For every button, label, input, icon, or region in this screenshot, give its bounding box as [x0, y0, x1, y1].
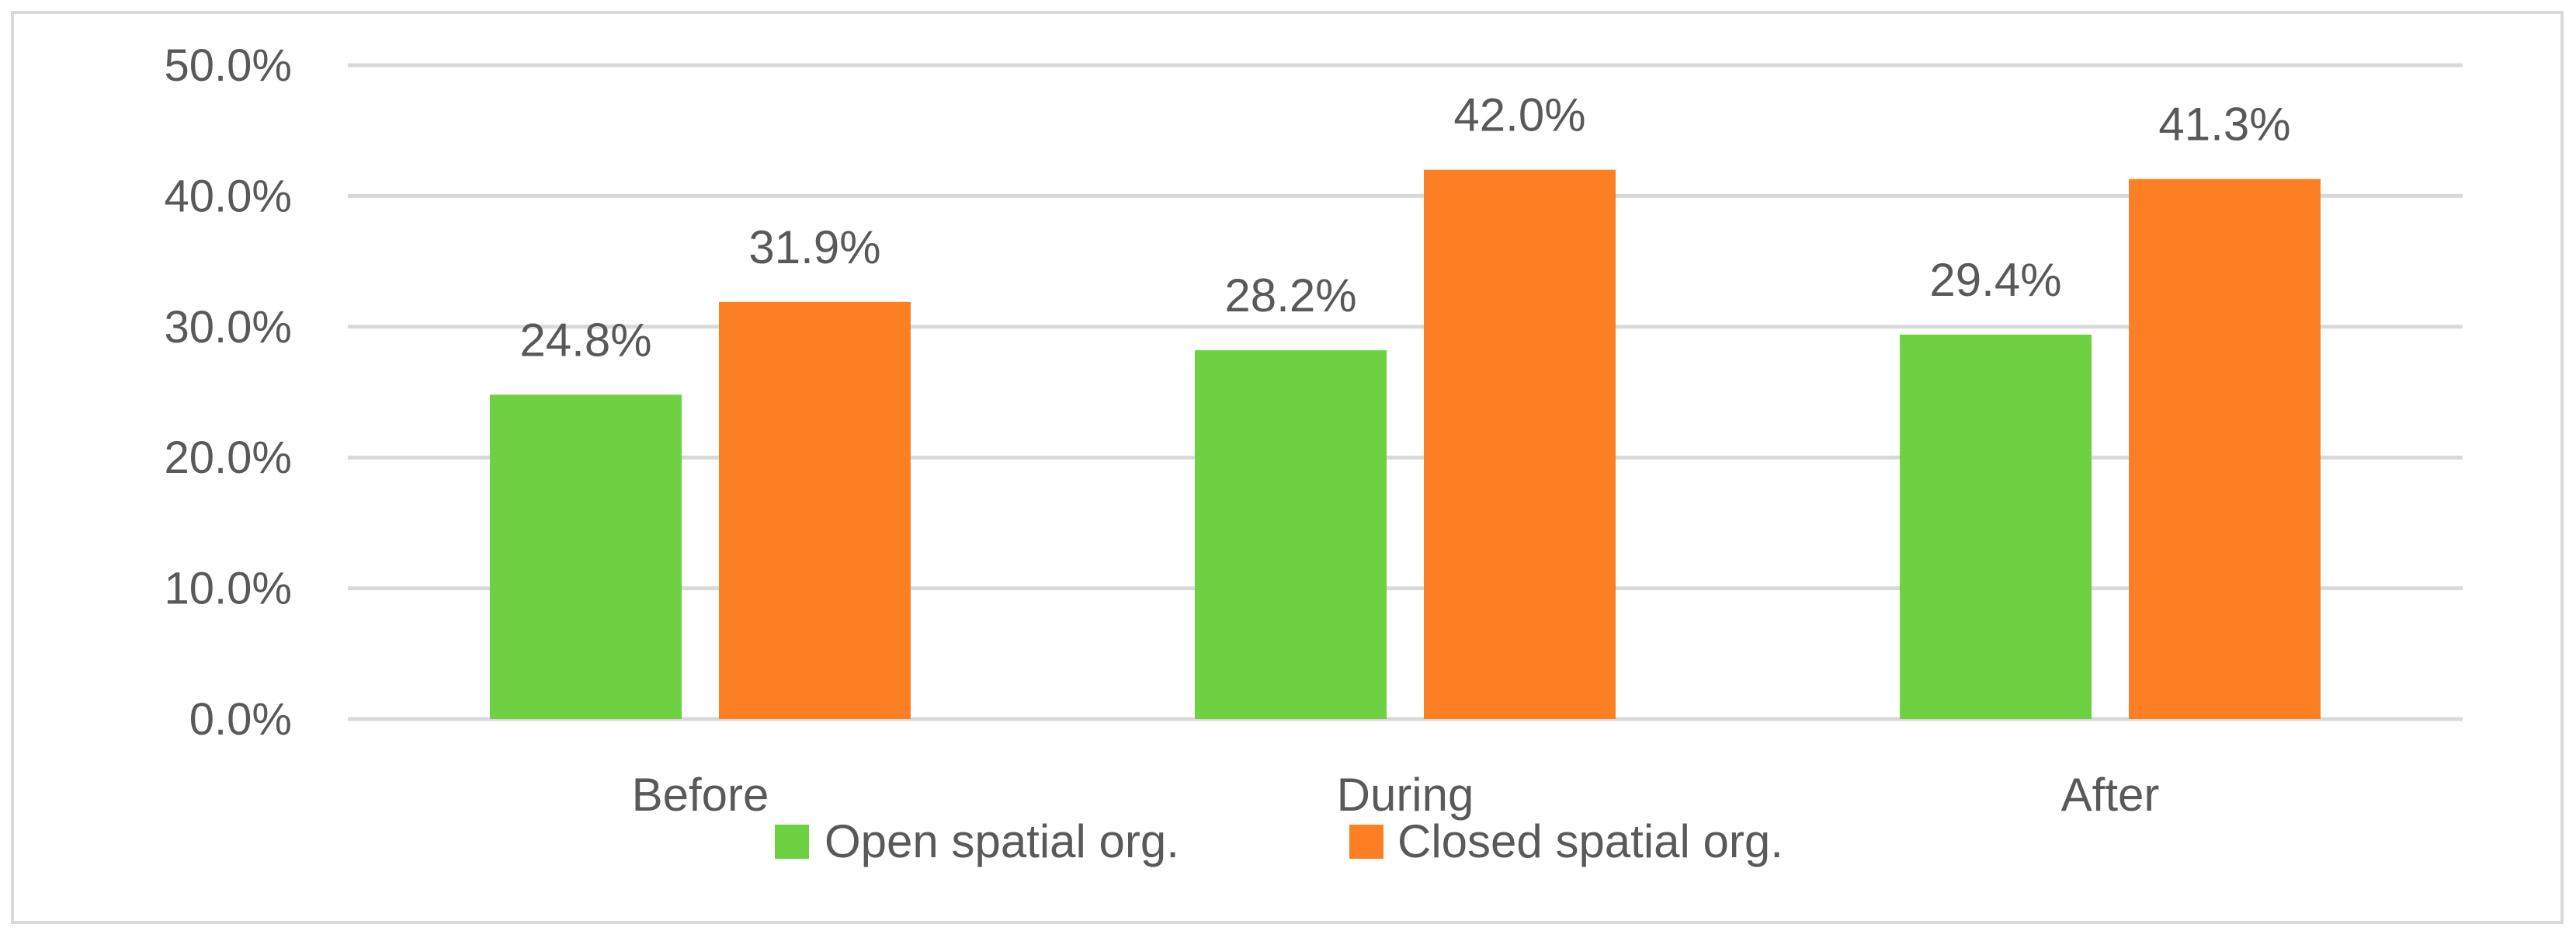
y-tick-label: 40.0% — [165, 171, 292, 221]
y-tick-label: 10.0% — [165, 564, 292, 614]
legend: Open spatial org. Closed spatial org. — [775, 815, 1783, 867]
bars — [490, 169, 2321, 720]
bar-closed-after — [2129, 179, 2321, 719]
legend-swatch-0 — [775, 825, 809, 859]
gridlines — [348, 63, 2463, 721]
y-tick-label: 0.0% — [189, 694, 292, 745]
legend-label-1: Closed spatial org. — [1397, 815, 1783, 867]
legend-label-0: Open spatial org. — [825, 815, 1179, 867]
data-label: 42.0% — [1453, 89, 1585, 141]
bar-open-during — [1195, 350, 1387, 719]
category-label-before: Before — [632, 769, 769, 821]
data-label: 24.8% — [519, 314, 651, 366]
bar-open-after — [1900, 334, 2092, 719]
data-label: 29.4% — [1929, 254, 2061, 306]
bar-open-before — [490, 394, 682, 719]
category-label-during: During — [1337, 769, 1474, 821]
category-label-after: After — [2061, 769, 2160, 821]
legend-swatch-1 — [1349, 825, 1383, 859]
y-tick-label: 20.0% — [165, 433, 292, 483]
y-tick-label: 50.0% — [165, 40, 292, 91]
data-label: 31.9% — [748, 221, 880, 273]
data-labels: 24.8% 31.9% 28.2% 42.0% 29.4% 41.3% — [519, 89, 2290, 367]
data-label: 41.3% — [2158, 99, 2290, 151]
y-axis-tick-labels: 0.0% 10.0% 20.0% 30.0% 40.0% 50.0% — [165, 40, 292, 745]
data-label: 28.2% — [1224, 269, 1356, 321]
y-tick-label: 30.0% — [165, 302, 292, 353]
bar-closed-before — [719, 301, 911, 720]
x-axis-category-labels: Before During After — [632, 769, 2160, 821]
bar-closed-during — [1424, 169, 1616, 720]
